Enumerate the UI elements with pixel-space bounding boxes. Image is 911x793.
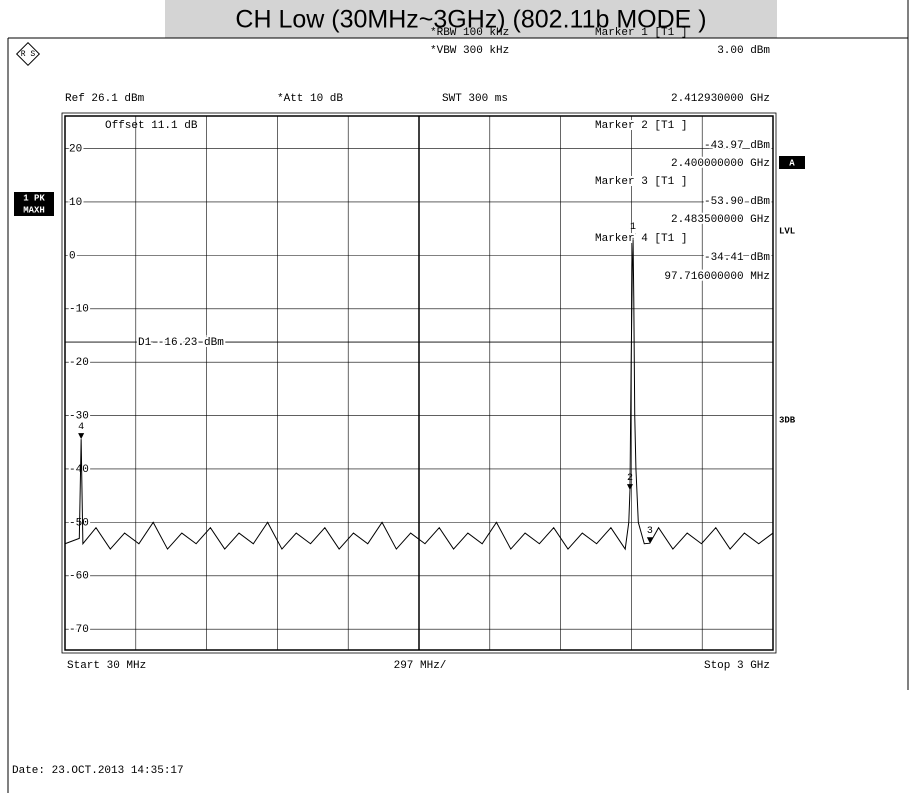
- y-tick-label: 10: [69, 197, 82, 209]
- span-per-div: 297 MHz/: [394, 660, 447, 672]
- plot-frame: [64, 115, 774, 651]
- side-3db: 3DB: [779, 415, 796, 425]
- marker-freq: 2.483500000 GHz: [671, 214, 770, 226]
- vbw: *VBW 300 kHz: [430, 45, 509, 57]
- title: CH Low (30MHz~3GHz) (802.11b MODE ): [235, 6, 706, 34]
- y-tick-label: -10: [69, 304, 89, 316]
- marker-freq: 2.412930000 GHz: [671, 93, 770, 105]
- marker-triangle: [78, 433, 85, 440]
- marker-name: Marker 3 [T1 ]: [595, 176, 687, 188]
- title-band: [165, 0, 777, 38]
- offset: Offset 11.1 dB: [105, 120, 198, 132]
- a-box: [779, 156, 805, 169]
- rbw: *RBW 100 kHz: [430, 27, 509, 39]
- side-lvl: LVL: [779, 226, 795, 236]
- plot-frame-outer: [61, 112, 777, 654]
- display-line-label: D1 -16.23 dBm: [138, 337, 224, 349]
- marker-tag: 4: [78, 422, 84, 433]
- marker-tag: 3: [647, 526, 653, 537]
- marker-freq: 2.400000000 GHz: [671, 158, 770, 170]
- trace: [64, 239, 774, 551]
- swt: SWT 300 ms: [442, 93, 508, 105]
- ref-level: Ref 26.1 dBm: [65, 93, 145, 105]
- trace-detector: 1 PK: [23, 193, 45, 203]
- marker-tag: 1: [630, 222, 636, 233]
- rs-logo: R S: [15, 41, 41, 67]
- marker-value: -34.41 dBm: [704, 252, 770, 264]
- marker-name: Marker 4 [T1 ]: [595, 233, 687, 245]
- marker-triangle: [626, 484, 633, 491]
- date: Date: 23.OCT.2013 14:35:17: [12, 765, 184, 777]
- stop-freq: Stop 3 GHz: [704, 660, 770, 672]
- start-freq: Start 30 MHz: [67, 660, 146, 672]
- y-tick-label: -20: [69, 357, 89, 369]
- marker-tag: 2: [627, 473, 633, 484]
- y-tick-label: -60: [69, 571, 89, 583]
- y-tick-label: -30: [69, 410, 89, 422]
- svg-text:R S: R S: [21, 50, 36, 59]
- attenuation: *Att 10 dB: [277, 93, 343, 105]
- side-a: A: [789, 158, 795, 168]
- marker-value: 3.00 dBm: [717, 45, 770, 57]
- marker-freq: 97.716000000 MHz: [664, 271, 770, 283]
- y-tick-label: -40: [69, 464, 89, 476]
- marker-value: -43.97 dBm: [704, 140, 770, 152]
- marker-triangle: [630, 233, 637, 240]
- trace-mode: MAXH: [23, 205, 45, 215]
- marker-name: Marker 2 [T1 ]: [595, 120, 687, 132]
- trace-mode-box: [14, 192, 54, 216]
- y-tick-label: 20: [69, 143, 82, 155]
- y-tick-label: -50: [69, 517, 89, 529]
- y-tick-label: 0: [69, 250, 76, 262]
- marker-value: -53.90 dBm: [704, 196, 770, 208]
- marker-triangle: [646, 537, 653, 544]
- y-tick-label: -70: [69, 624, 89, 636]
- marker-name: Marker 1 [T1 ]: [595, 27, 687, 39]
